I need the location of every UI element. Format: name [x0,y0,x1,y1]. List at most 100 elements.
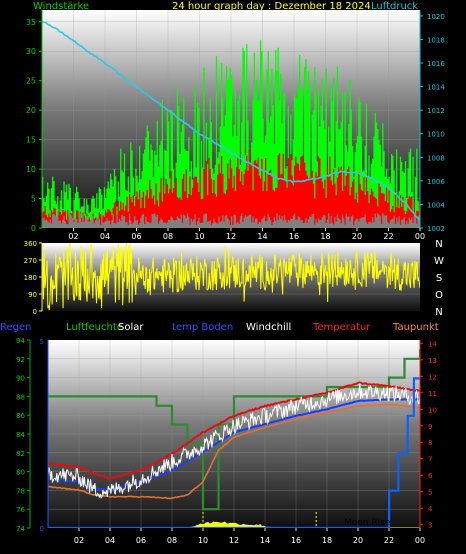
pressure-y-tick-label: 1016 [427,60,445,68]
x-tick-label: 10 [198,536,208,545]
wind-y-tick-label: 20 [26,106,36,115]
humidity-y-tick-label: 80 [16,469,25,477]
x-tick-label: 06 [131,232,141,241]
x-tick-label: 06 [136,536,146,545]
temperature-y-tick-label: 13 [428,357,437,365]
direction-y-tick-label: 90 [28,291,37,299]
header-right-label: Luftdruck [371,1,418,12]
x-tick-label: 00 [415,536,425,545]
humidity-line [48,349,420,511]
compass-label: N [435,239,442,250]
x-tick-label: 16 [291,536,301,545]
x-tick-label: 22 [384,536,394,545]
moon-rise-annotation: Moon Rise [344,518,391,528]
chart-title: 24 hour graph day : Dezember 18 2024 [172,1,371,12]
direction-series [42,243,420,311]
humidity-y-tick-label: 90 [16,375,25,383]
wind-minimum-bars [42,213,420,228]
pressure-y-tick-label: 1020 [427,13,445,21]
legend-humidity: Luftfeuchte [66,322,123,333]
x-tick-label: 08 [167,536,177,545]
temperature-y-tick-label: 7 [428,456,432,464]
x-tick-label: 20 [352,232,362,241]
legend-solar: Solar [118,322,144,333]
windchill-line [48,383,420,499]
humidity-y-tick-label: 74 [16,525,25,533]
humidity-y-tick-label: 88 [16,393,25,401]
pressure-y-tick-label: 1018 [427,36,445,44]
legend-soil-temp: temp Boden [172,322,233,333]
x-tick-label: 22 [383,232,393,241]
humidity-y-tick-label: 82 [16,450,25,458]
x-tick-label: 16 [289,232,299,241]
dewpoint-line [48,403,420,500]
wind-series [42,20,420,228]
humidity-y-tick-label: 92 [16,356,25,364]
temperature-y-tick-label: 9 [428,423,432,431]
wind-y-tick-label: 10 [26,165,36,174]
pressure-line [42,20,420,222]
x-tick-label: 08 [163,232,173,241]
temperature-y-tick-label: 10 [428,406,437,414]
rain-y-tick-label: 5 [40,338,44,346]
rain-y-tick-label: 0 [40,525,44,533]
temperature-y-tick-label: 11 [428,390,437,398]
humidity-y-tick-label: 76 [16,506,25,514]
temperature-line [48,381,420,481]
x-tick-label: 04 [100,232,110,241]
pressure-y-tick-label: 1002 [427,225,445,233]
pressure-y-tick-label: 1008 [427,154,445,162]
x-tick-label: 12 [229,536,239,545]
x-tick-label: 18 [320,232,330,241]
temperature-panel: 7476788082848688909294053456789101112131… [16,337,437,545]
temperature-y-tick-label: 4 [428,505,433,513]
x-tick-label: 02 [74,536,84,545]
temperature-series [48,349,420,528]
temperature-legend: Regen Luftfeuchte Solar temp Boden Windc… [0,322,439,333]
wind-pressure-panel: 0510152025303510021004100610081010101210… [26,10,445,241]
temperature-axes: 7476788082848688909294053456789101112131… [16,337,437,545]
wind-axes: 0510152025303510021004100610081010101210… [26,10,445,241]
x-tick-label: 14 [260,536,270,545]
x-tick-label: 18 [322,536,332,545]
compass-label: S [436,273,442,284]
temperature-y-tick-label: 3 [428,522,432,530]
humidity-y-tick-label: 84 [16,431,25,439]
pressure-y-tick-label: 1010 [427,131,445,139]
x-tick-label: 02 [68,232,78,241]
compass-label: N [435,307,442,318]
direction-y-tick-label: 180 [24,274,37,282]
temperature-y-tick-label: 5 [428,489,432,497]
temperature-y-tick-label: 12 [428,373,437,381]
humidity-y-tick-label: 86 [16,412,25,420]
humidity-y-tick-label: 94 [16,337,25,345]
compass-label: W [434,256,444,267]
legend-dewpoint: Taupunkt [392,322,439,333]
direction-y-tick-label: 270 [24,257,37,265]
wind-y-tick-label: 35 [26,18,36,27]
direction-y-tick-label: 0 [33,308,37,316]
wind-y-tick-label: 15 [26,136,36,145]
x-tick-label: 20 [353,536,363,545]
rain-line [48,377,420,528]
x-tick-label: 14 [257,232,267,241]
temperature-y-tick-label: 6 [428,472,433,480]
wind-direction-line [42,243,420,311]
pressure-y-tick-label: 1006 [427,178,445,186]
pressure-y-tick-label: 1004 [427,201,445,209]
legend-temperature: Temperatur [312,322,371,333]
direction-y-tick-label: 360 [24,240,37,248]
pressure-y-tick-label: 1012 [427,107,445,115]
x-tick-label: 04 [105,536,115,545]
wind-y-tick-label: 0 [31,224,36,233]
legend-rain: Regen [0,322,32,333]
x-tick-label: 12 [226,232,236,241]
compass-label: O [435,290,443,301]
temperature-y-tick-label: 14 [428,340,437,348]
wind-y-tick-label: 5 [31,195,36,204]
x-tick-label: 10 [194,232,204,241]
solar-area [48,521,420,528]
